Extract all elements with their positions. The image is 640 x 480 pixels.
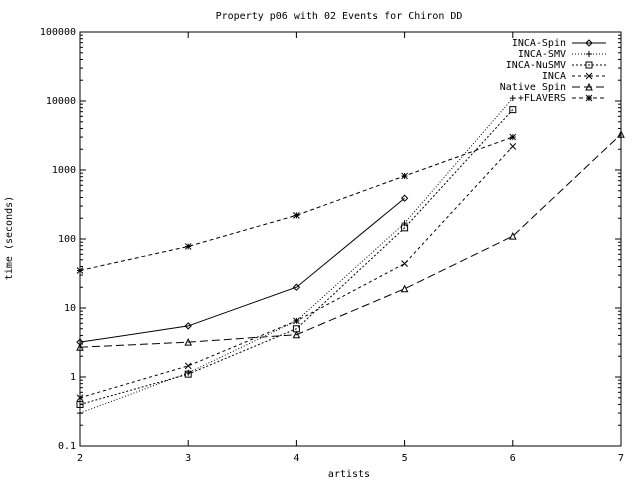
y-tick-label: 1000 (52, 165, 76, 176)
data-point (509, 95, 516, 102)
series-line (79, 136, 513, 271)
chart-title: Property p06 with 02 Events for Chiron D… (216, 11, 463, 22)
data-point (585, 82, 593, 91)
data-point (401, 224, 409, 232)
legend-label: INCA-NuSMV (506, 60, 566, 71)
x-tick-label: 4 (293, 453, 299, 464)
y-tick-label: 100 (58, 234, 76, 245)
data-point (400, 284, 409, 293)
legend-label: INCA (542, 71, 566, 82)
data-point (509, 106, 517, 114)
data-point (617, 130, 625, 138)
data-point (184, 322, 192, 330)
data-point (586, 51, 592, 57)
series-inca-spin (76, 194, 409, 346)
axes: 0.1 1 10 100 1000 10000 100000 2 3 4 5 6 7 (40, 27, 624, 464)
data-point (585, 94, 593, 102)
data-point (76, 394, 84, 402)
data-point (292, 330, 301, 339)
data-point (76, 267, 84, 274)
data-point (509, 143, 517, 150)
data-point (292, 283, 301, 291)
legend-label: INCA-SMV (518, 49, 566, 60)
x-tick-label: 7 (618, 453, 624, 464)
data-point (293, 317, 300, 325)
series-inca (76, 143, 517, 402)
data-point (184, 362, 192, 370)
x-tick-label: 6 (510, 453, 516, 464)
data-point (508, 232, 517, 240)
y-tick-label: 10 (64, 303, 76, 314)
series-line (79, 197, 405, 343)
x-tick-label: 3 (185, 453, 191, 464)
x-tick-label: 5 (402, 453, 408, 464)
series-inca-nusmv (76, 106, 517, 408)
data-point (184, 370, 192, 378)
series--flavers (76, 133, 517, 274)
data-point (293, 212, 300, 219)
data-point (585, 61, 593, 69)
data-point (77, 410, 83, 417)
series-line (79, 109, 514, 405)
data-point (184, 338, 193, 346)
series-line (79, 133, 622, 348)
data-point (585, 72, 593, 80)
legend-label: +FLAVERS (518, 93, 566, 104)
data-point (76, 400, 84, 408)
legend-label: Native Spin (500, 82, 566, 93)
y-tick-label: 100000 (40, 27, 76, 38)
data-point (400, 194, 409, 202)
y-tick-label: 0.1 (58, 441, 76, 452)
data-point (184, 243, 192, 250)
y-tick-label: 1 (70, 372, 76, 383)
series-inca-smv (77, 95, 516, 417)
data-point (585, 39, 593, 47)
legend-label: INCA-Spin (512, 38, 566, 49)
series-group (76, 95, 625, 417)
data-point (401, 172, 408, 180)
data-point (401, 260, 408, 267)
x-tick-label: 2 (77, 453, 83, 464)
series-native-spin (76, 130, 625, 351)
series-line (79, 146, 514, 399)
data-point (76, 343, 84, 351)
y-axis-label: time (seconds) (4, 196, 15, 280)
y-tick-label: 10000 (46, 96, 76, 107)
data-point (509, 133, 517, 141)
x-axis-label: artists (328, 469, 370, 480)
